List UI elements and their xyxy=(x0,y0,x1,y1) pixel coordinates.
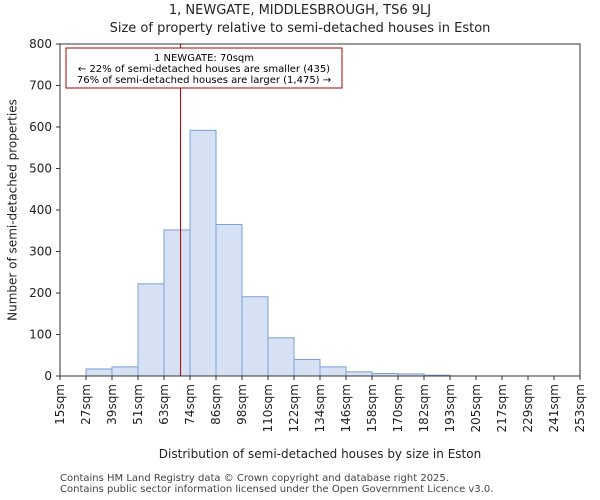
x-tick-label-158sqm: 158sqm xyxy=(365,384,379,432)
y-tick-label-400: 400 xyxy=(29,203,52,217)
annotation-line-3: 76% of semi-detached houses are larger (… xyxy=(77,75,331,86)
annotation-box: 1 NEWGATE: 70sqm ← 22% of semi-detached … xyxy=(65,47,343,89)
x-tick-label-110sqm: 110sqm xyxy=(261,384,275,432)
x-tick-label-39sqm: 39sqm xyxy=(105,384,119,425)
chart-subtitle: Size of property relative to semi-detach… xyxy=(109,21,491,36)
y-tick-label-800: 800 xyxy=(29,37,52,51)
histogram-bars xyxy=(85,129,451,377)
x-tick-label-122sqm: 122sqm xyxy=(287,384,301,432)
y-axis-label: Number of semi-detached properties xyxy=(6,99,20,321)
bar-98sqm xyxy=(241,296,269,377)
chart-title: 1, NEWGATE, MIDDLESBROUGH, TS6 9LJ xyxy=(168,3,432,18)
bar-39sqm xyxy=(111,366,139,377)
y-tick-label-300: 300 xyxy=(29,245,52,259)
x-tick-label-170sqm: 170sqm xyxy=(391,384,405,432)
bar-63sqm xyxy=(163,229,191,377)
x-tick-label-205sqm: 205sqm xyxy=(469,384,483,432)
annotation-line-1: 1 NEWGATE: 70sqm xyxy=(154,53,254,64)
bar-86sqm xyxy=(215,224,243,377)
bar-146sqm xyxy=(345,371,373,377)
y-tick-label-100: 100 xyxy=(29,328,52,342)
x-tick-label-74sqm: 74sqm xyxy=(183,384,197,425)
x-axis-label: Distribution of semi-detached houses by … xyxy=(159,447,481,461)
x-tick-label-146sqm: 146sqm xyxy=(339,384,353,432)
x-tick-label-253sqm: 253sqm xyxy=(573,384,587,432)
bar-110sqm xyxy=(267,337,295,377)
x-tick-label-182sqm: 182sqm xyxy=(417,384,431,432)
x-tick-label-15sqm: 15sqm xyxy=(53,384,67,425)
footer-line-1: Contains HM Land Registry data © Crown c… xyxy=(60,473,449,484)
footer-line-2: Contains public sector information licen… xyxy=(60,484,494,495)
x-tick-label-27sqm: 27sqm xyxy=(79,384,93,425)
annotation-frame xyxy=(65,47,343,89)
bar-74sqm xyxy=(189,129,217,377)
bar-134sqm xyxy=(319,366,347,377)
bar-51sqm xyxy=(137,283,165,377)
y-axis: 0 100 200 300 400 500 600 700 800 xyxy=(29,37,60,383)
bar-27sqm xyxy=(85,368,113,377)
y-tick-label-0: 0 xyxy=(44,369,52,383)
y-tick-label-200: 200 xyxy=(29,286,52,300)
y-tick-label-600: 600 xyxy=(29,120,52,134)
x-tick-label-51sqm: 51sqm xyxy=(131,384,145,425)
x-tick-label-86sqm: 86sqm xyxy=(209,384,223,425)
x-tick-label-98sqm: 98sqm xyxy=(235,384,249,425)
x-tick-label-193sqm: 193sqm xyxy=(443,384,457,432)
x-tick-label-217sqm: 217sqm xyxy=(495,384,509,432)
x-tick-label-63sqm: 63sqm xyxy=(157,384,171,425)
x-axis: 15sqm 27sqm 39sqm 51sqm 63sqm 74sqm 86sqm 98sqm… xyxy=(53,376,587,432)
plot-frame xyxy=(59,43,581,377)
annotation-line-2: ← 22% of semi-detached houses are smalle… xyxy=(78,64,330,75)
x-tick-label-229sqm: 229sqm xyxy=(521,384,535,432)
bar-122sqm xyxy=(293,358,321,377)
y-tick-label-500: 500 xyxy=(29,162,52,176)
y-tick-label-700: 700 xyxy=(29,79,52,93)
x-tick-label-241sqm: 241sqm xyxy=(547,384,561,432)
x-tick-label-134sqm: 134sqm xyxy=(313,384,327,432)
